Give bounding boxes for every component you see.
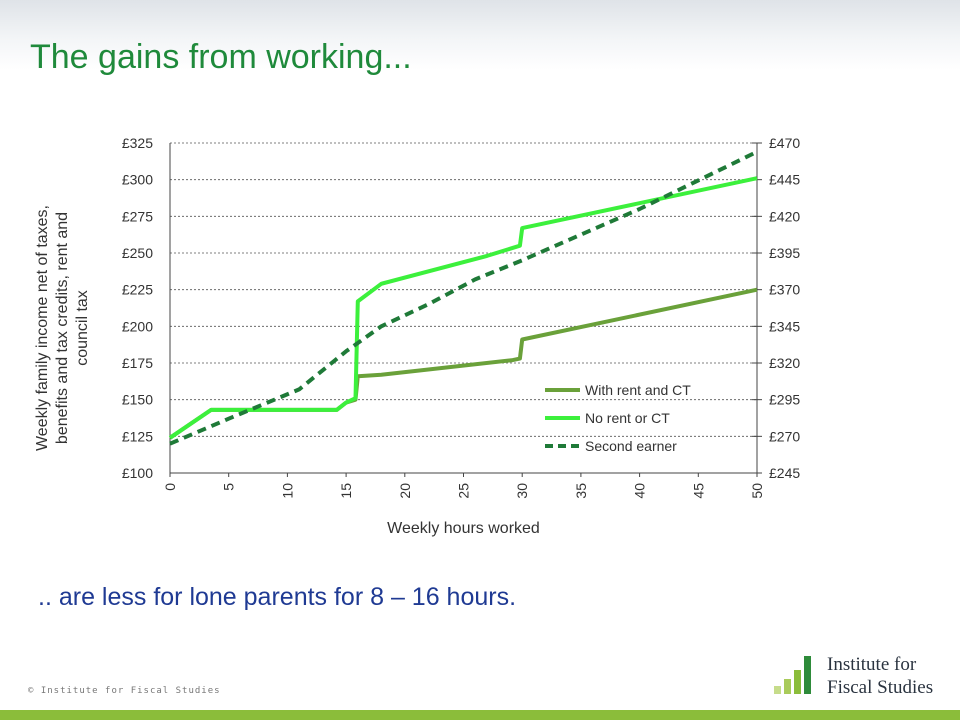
copyright-notice: © Institute for Fiscal Studies [28, 686, 221, 696]
y-tick-label-left: £225 [122, 282, 153, 298]
x-axis-title: Weekly hours worked [387, 520, 540, 537]
y-tick-label-right: £370 [769, 282, 800, 298]
logo-line-2: Fiscal Studies [827, 677, 934, 698]
x-tick-label: 45 [690, 483, 706, 499]
x-tick-label: 20 [397, 483, 413, 499]
logo-line-1: Institute for [827, 654, 917, 675]
slide-title: The gains from working... [30, 38, 412, 76]
x-tick-label: 25 [456, 483, 472, 499]
y-tick-label-left: £300 [122, 172, 153, 188]
y-tick-label-left: £250 [122, 245, 153, 261]
x-tick-label: 5 [221, 483, 237, 491]
legend-label: With rent and CT [585, 382, 691, 398]
y-tick-label-left: £150 [122, 392, 153, 408]
logo-text: Institute for Fiscal Studies [827, 653, 933, 699]
header-gradient [0, 0, 960, 70]
y-tick-label-right: £395 [769, 245, 800, 261]
ifs-logo: Institute for Fiscal Studies [772, 652, 952, 708]
x-tick-label: 15 [338, 483, 354, 499]
legend-label: Second earner [585, 438, 677, 454]
legend-label: No rent or CT [585, 410, 670, 426]
x-tick-label: 40 [632, 483, 648, 499]
x-tick-label: 0 [162, 483, 178, 491]
y-tick-label-right: £470 [769, 135, 800, 151]
y-axis-title-line: benefits and tax credits, rent and [54, 212, 71, 444]
y-tick-label-left: £275 [122, 208, 153, 224]
y-tick-label-left: £200 [122, 318, 153, 334]
y-tick-label-right: £245 [769, 465, 800, 481]
slide-subtitle: .. are less for lone parents for 8 – 16 … [38, 583, 517, 611]
y-tick-label-left: £125 [122, 428, 153, 444]
logo-bars-icon [774, 656, 811, 694]
y-axis-title: Weekly family income net of taxes, benefi… [34, 205, 91, 451]
series-line-no-rent-or-ct [168, 176, 758, 440]
y-tick-label-left: £325 [122, 135, 153, 151]
x-tick-label: 30 [514, 483, 530, 499]
y-tick-label-right: £345 [769, 318, 800, 334]
y-tick-label-right: £270 [769, 428, 800, 444]
y-tick-label-left: £100 [122, 465, 153, 481]
y-tick-label-left: £175 [122, 355, 153, 371]
bottom-bar [0, 710, 960, 720]
y-axis-title-line: Weekly family income net of taxes, [34, 205, 51, 451]
y-tick-label-right: £420 [769, 208, 800, 224]
y-tick-label-right: £445 [769, 172, 800, 188]
x-tick-label: 10 [279, 483, 295, 499]
x-tick-label: 50 [749, 483, 765, 499]
y-tick-label-right: £295 [769, 392, 800, 408]
y-tick-label-right: £320 [769, 355, 800, 371]
x-tick-label: 35 [573, 483, 589, 499]
y-axis-title-line: council tax [74, 290, 91, 366]
